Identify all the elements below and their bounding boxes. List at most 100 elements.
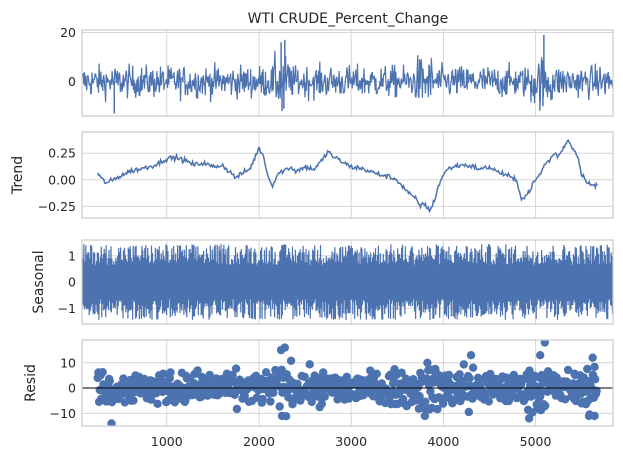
resid-point: [119, 374, 128, 383]
resid-point: [228, 370, 237, 380]
x-tick-label: 4000: [427, 434, 459, 449]
resid-point: [266, 397, 275, 406]
resid-point: [320, 392, 329, 401]
resid-outlier-point: [540, 340, 549, 347]
observed-series: [82, 34, 613, 114]
resid-point: [231, 364, 241, 373]
resid-point: [583, 364, 592, 374]
trend-series: [97, 139, 598, 214]
resid-point: [330, 388, 339, 397]
resid-point: [314, 392, 323, 401]
resid-point: [592, 386, 601, 395]
resid-point: [293, 379, 302, 388]
y-tick-label: −1: [58, 301, 76, 316]
panel-frame: [81, 239, 614, 325]
resid-point: [444, 370, 454, 380]
seasonal-series: [82, 244, 613, 321]
resid-point: [481, 391, 490, 400]
y-tick-label: 10: [60, 355, 76, 370]
resid-outlier-point: [590, 411, 599, 421]
resid-point: [105, 376, 115, 385]
resid-point: [465, 374, 474, 383]
y-axis-label-trend: Trend: [10, 156, 26, 195]
resid-point: [296, 396, 305, 405]
y-tick-label: 0.00: [48, 172, 76, 187]
panels-group: 020−0.250.000.25Trend−101Seasonal−10010R…: [10, 25, 614, 427]
resid-outlier-point: [420, 411, 430, 421]
resid-point: [153, 399, 162, 408]
resid-point: [552, 373, 561, 382]
resid-point: [275, 402, 284, 411]
observed-line: [82, 50, 613, 111]
resid-point: [422, 374, 431, 383]
x-tick-label: 3000: [335, 434, 367, 449]
resid-point: [438, 399, 448, 408]
resid-point: [166, 368, 175, 377]
y-axis-label-seasonal: Seasonal: [31, 250, 47, 313]
resid-point: [230, 390, 239, 399]
resid-point: [561, 395, 570, 404]
resid-point: [258, 394, 267, 404]
resid-point: [197, 392, 206, 402]
panel-seasonal: −1 0 1 Seasonal: [31, 239, 614, 325]
resid-outlier-point: [107, 419, 116, 426]
resid-point: [286, 356, 296, 365]
resid-point: [232, 404, 242, 414]
panel-frame: [81, 29, 614, 117]
resid-point: [98, 368, 107, 377]
resid-outlier-point: [536, 351, 545, 360]
resid-outlier-point: [277, 411, 287, 421]
resid-point: [372, 369, 381, 378]
y-tick-label: 0: [68, 275, 76, 290]
panel-observed: 0 20: [60, 25, 614, 117]
resid-point: [455, 370, 464, 379]
resid-point: [423, 358, 432, 367]
resid-point: [468, 363, 478, 372]
resid-point: [464, 407, 473, 417]
resid-point: [307, 397, 316, 407]
resid-point: [129, 396, 138, 405]
resid-point: [541, 401, 550, 410]
resid-point: [484, 397, 493, 406]
resid-point: [421, 397, 430, 406]
panel-trend: −0.25 0.00 0.25 Trend: [10, 131, 614, 219]
resid-point: [181, 395, 190, 405]
resid-point: [448, 397, 458, 407]
resid-point: [433, 404, 442, 414]
y-tick-label: −10: [50, 406, 76, 421]
y-tick-label: 0: [68, 381, 76, 396]
x-tick-label: 2000: [243, 434, 275, 449]
resid-point: [342, 372, 351, 381]
resid-point: [300, 372, 309, 382]
resid-series: [93, 340, 601, 426]
x-tick-label: 5000: [520, 434, 552, 449]
resid-point: [159, 369, 168, 378]
resid-outlier-point: [280, 343, 289, 352]
seasonal-line: [82, 244, 613, 321]
resid-point: [415, 392, 424, 401]
resid-outlier-point: [588, 353, 597, 362]
resid-point: [397, 368, 406, 377]
resid-point: [205, 370, 214, 380]
x-tick-label: 1000: [151, 434, 183, 449]
resid-point: [591, 375, 600, 384]
resid-point: [590, 362, 599, 372]
panel-frame: [81, 131, 614, 219]
x-axis-ticks: 1000 2000 3000 4000 5000: [151, 434, 552, 449]
y-tick-label: −0.25: [38, 199, 76, 214]
resid-point: [269, 388, 278, 397]
chart-title: WTI CRUDE_Percent_Change: [248, 11, 449, 27]
y-axis-label-resid: Resid: [23, 364, 39, 402]
y-tick-label: 0: [68, 74, 76, 89]
resid-point: [305, 360, 314, 369]
resid-point: [459, 360, 468, 369]
resid-point: [317, 399, 326, 408]
resid-outlier-point: [466, 351, 476, 360]
resid-point: [563, 365, 573, 375]
trend-line: [97, 139, 598, 214]
resid-point: [147, 395, 156, 404]
resid-point: [193, 366, 202, 375]
resid-outlier-point: [524, 414, 534, 423]
resid-point: [475, 375, 484, 384]
